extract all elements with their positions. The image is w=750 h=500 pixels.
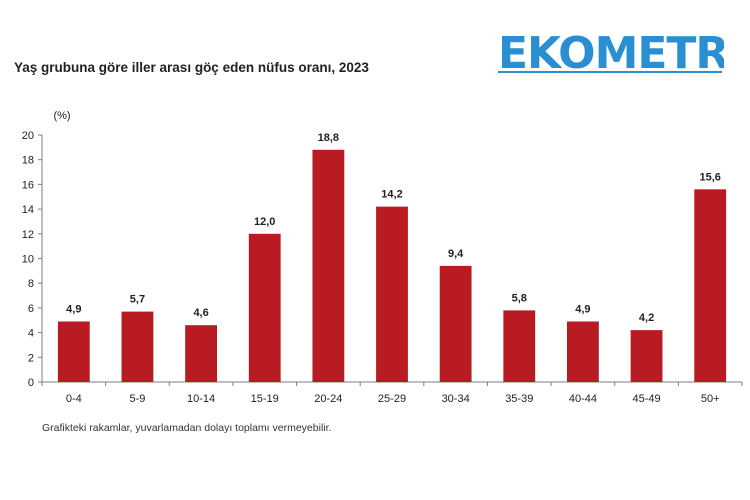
ekometre-logo: EKOMETRE: [498, 28, 724, 76]
data-label: 14,2: [381, 189, 402, 201]
x-tick-label: 50+: [701, 393, 720, 405]
y-tick-label: 16: [22, 179, 34, 191]
data-label: 4,6: [193, 307, 208, 319]
y-axis-unit-label: (%): [53, 110, 70, 122]
bar: [439, 265, 472, 382]
y-tick-label: 6: [28, 303, 34, 315]
chart-title: Yaş grubuna göre iller arası göç eden nü…: [14, 60, 369, 75]
x-axis: 0-4 5-9 10-14 15-19 20-24 25-29 30-34 35-39 40-4…: [41, 381, 743, 405]
bar: [248, 233, 281, 382]
data-labels: 4,9 5,7 4,6 12,0 18,8 14,2 9,4 5,8 4,9 4,2 15,6: [66, 132, 721, 324]
data-label: 4,2: [639, 312, 654, 324]
bars: [57, 149, 727, 382]
y-tick-label: 18: [22, 155, 34, 167]
y-axis: 0 2 4 6 8 10 12 14 16 18 20: [22, 130, 43, 389]
x-tick-label: 40-44: [569, 393, 597, 405]
x-tick-label: 5-9: [130, 393, 146, 405]
footnote: Grafikteki rakamlar, yuvarlamadan dolayı…: [42, 422, 332, 434]
logo-text: EKOMETRE: [498, 28, 724, 76]
data-label: 4,9: [66, 303, 81, 315]
bar: [567, 321, 599, 382]
data-label: 4,9: [575, 303, 590, 315]
x-tick-label: 35-39: [505, 393, 533, 405]
bar: [630, 330, 663, 382]
x-tick-label: 10-14: [187, 393, 215, 405]
y-tick-label: 12: [22, 229, 34, 241]
y-tick-label: 14: [22, 204, 34, 216]
data-label: 5,8: [512, 292, 527, 304]
bar: [185, 325, 217, 382]
bar: [694, 189, 727, 382]
y-tick-label: 0: [28, 377, 34, 389]
bar: [121, 311, 154, 382]
y-tick-label: 2: [28, 352, 34, 364]
x-tick-label: 15-19: [251, 393, 279, 405]
bar: [376, 206, 408, 382]
data-label: 18,8: [318, 132, 339, 144]
data-label: 5,7: [130, 294, 145, 306]
x-tick-label: 30-34: [442, 393, 470, 405]
x-tick-label: 45-49: [632, 393, 660, 405]
y-tick-label: 4: [28, 328, 34, 340]
bar: [57, 321, 90, 382]
data-label: 9,4: [448, 248, 464, 260]
x-tick-label: 20-24: [314, 393, 342, 405]
x-tick-label: 25-29: [378, 393, 406, 405]
x-tick-label: 0-4: [66, 393, 82, 405]
data-label: 15,6: [699, 171, 720, 183]
bar: [503, 310, 536, 382]
data-label: 12,0: [254, 216, 275, 228]
y-tick-label: 20: [22, 130, 34, 142]
y-tick-label: 10: [22, 254, 34, 266]
bar: [312, 149, 345, 382]
y-tick-label: 8: [28, 278, 34, 290]
